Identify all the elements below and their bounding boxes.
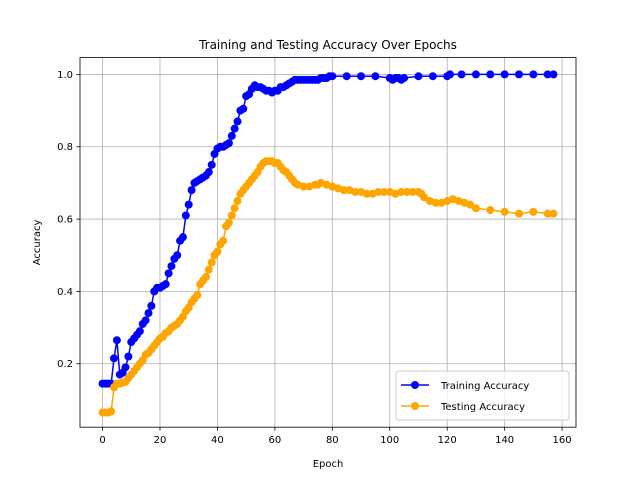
data-point-training-accuracy (400, 74, 409, 83)
data-point-testing-accuracy (193, 291, 202, 300)
x-tick-label: 100 (380, 435, 399, 446)
legend-label-training: Training Accuracy (440, 381, 529, 392)
data-point-training-accuracy (207, 160, 216, 169)
data-point-training-accuracy (446, 70, 455, 79)
x-tick-label: 20 (154, 435, 167, 446)
data-point-testing-accuracy (397, 187, 406, 196)
data-point-testing-accuracy (549, 209, 558, 218)
chart-title: Training and Testing Accuracy Over Epoch… (198, 38, 457, 52)
data-point-testing-accuracy (233, 196, 242, 205)
data-point-testing-accuracy (543, 209, 552, 218)
data-point-testing-accuracy (408, 187, 417, 196)
y-tick-label: 0.2 (57, 359, 73, 370)
data-point-training-accuracy (342, 72, 351, 81)
data-point-training-accuracy (144, 309, 153, 318)
data-point-training-accuracy (549, 70, 558, 79)
x-axis-label: Epoch (313, 459, 344, 470)
data-point-testing-accuracy (486, 206, 495, 215)
data-point-testing-accuracy (431, 198, 440, 207)
data-point-training-accuracy (371, 72, 380, 81)
data-point-testing-accuracy (227, 211, 236, 220)
data-point-training-accuracy (204, 168, 213, 177)
data-point-training-accuracy (187, 186, 196, 195)
data-point-training-accuracy (164, 269, 173, 278)
legend: Training Accuracy Testing Accuracy (395, 370, 570, 421)
data-point-testing-accuracy (207, 258, 216, 267)
data-point-testing-accuracy (213, 247, 222, 256)
data-point-training-accuracy (230, 124, 239, 133)
data-point-testing-accuracy (351, 187, 360, 196)
data-point-testing-accuracy (380, 187, 388, 196)
data-point-testing-accuracy (466, 200, 475, 209)
x-tick-label: 160 (553, 435, 572, 446)
data-point-training-accuracy (328, 72, 337, 81)
x-tick-label: 60 (269, 435, 282, 446)
data-point-training-accuracy (514, 70, 523, 79)
data-point-training-accuracy (181, 211, 190, 220)
data-point-training-accuracy (357, 72, 366, 81)
data-point-testing-accuracy (230, 204, 239, 213)
data-point-training-accuracy (110, 354, 119, 363)
data-point-testing-accuracy (514, 209, 523, 218)
data-point-training-accuracy (121, 363, 130, 372)
data-point-training-accuracy (224, 139, 233, 148)
x-tick-label: 140 (495, 435, 514, 446)
data-point-testing-accuracy (224, 218, 233, 227)
x-tick-label: 120 (438, 435, 457, 446)
legend-label-testing: Testing Accuracy (440, 402, 525, 413)
data-point-training-accuracy (543, 70, 552, 79)
data-point-training-accuracy (178, 233, 187, 242)
data-point-training-accuracy (112, 336, 121, 345)
x-tick-label: 0 (99, 435, 105, 446)
data-point-testing-accuracy (204, 265, 213, 274)
axis-ticks: 0 20 40 60 80 100 120 140 160 0.2 0.4 0.6 0.8 1.0 (57, 70, 572, 446)
data-point-training-accuracy (414, 72, 423, 81)
data-point-training-accuracy (161, 280, 170, 289)
y-tick-label: 0.6 (57, 215, 73, 226)
data-point-testing-accuracy (107, 407, 116, 416)
series-training-accuracy (98, 70, 558, 388)
data-point-testing-accuracy (219, 236, 228, 245)
y-axis-label: Accuracy (32, 219, 43, 265)
data-point-training-accuracy (167, 262, 176, 271)
data-point-training-accuracy (141, 316, 150, 325)
legend-marker-training (411, 381, 419, 389)
series-layer (98, 70, 558, 417)
data-point-training-accuracy (173, 251, 182, 260)
x-tick-label: 40 (211, 435, 224, 446)
data-point-training-accuracy (457, 70, 466, 79)
data-point-testing-accuracy (471, 204, 480, 213)
data-point-testing-accuracy (374, 187, 383, 196)
data-point-testing-accuracy (201, 272, 210, 281)
y-tick-label: 0.8 (57, 142, 73, 153)
data-point-testing-accuracy (420, 193, 429, 202)
y-tick-label: 0.4 (57, 287, 73, 298)
data-point-training-accuracy (471, 70, 480, 79)
x-tick-label: 80 (326, 435, 339, 446)
data-point-testing-accuracy (362, 189, 371, 198)
data-point-training-accuracy (233, 117, 242, 126)
data-point-training-accuracy (529, 70, 538, 79)
data-point-training-accuracy (239, 104, 248, 113)
series-testing-accuracy (98, 157, 558, 417)
data-point-testing-accuracy (339, 186, 348, 195)
plot-area-frame (79, 57, 577, 428)
data-point-training-accuracy (428, 72, 437, 81)
data-point-training-accuracy (147, 301, 156, 310)
data-point-training-accuracy (486, 70, 495, 79)
legend-box (395, 370, 570, 421)
data-point-testing-accuracy (402, 187, 411, 196)
y-tick-label: 1.0 (57, 70, 73, 81)
data-point-training-accuracy (135, 327, 144, 336)
data-point-training-accuracy (227, 131, 236, 140)
legend-marker-testing (411, 402, 419, 410)
data-point-training-accuracy (124, 352, 133, 361)
data-point-testing-accuracy (299, 182, 308, 191)
data-point-training-accuracy (184, 200, 193, 209)
data-point-testing-accuracy (529, 207, 538, 216)
data-point-training-accuracy (500, 70, 509, 79)
data-point-testing-accuracy (500, 207, 509, 216)
